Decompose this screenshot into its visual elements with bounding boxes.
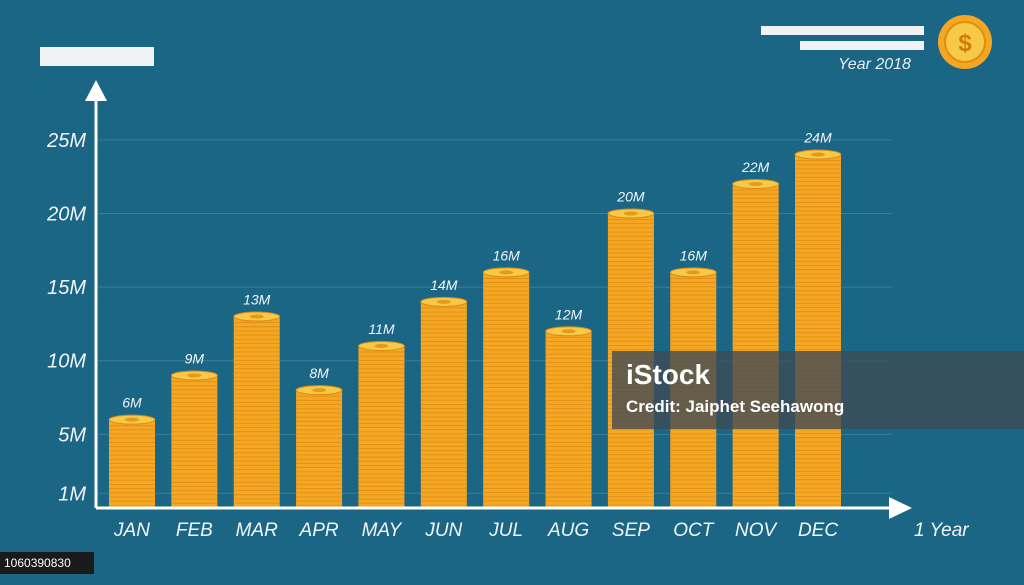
chart-subtitle: Year 2018 [838,56,911,73]
axes [85,80,912,519]
header-placeholder-line-2 [800,41,924,50]
chart-title-placeholder [40,47,154,66]
header-placeholder-line-1 [761,26,924,35]
data-label: 22M [741,159,770,175]
y-tick-label: 20M [46,203,86,225]
bar [295,385,343,508]
y-tick-label: 25M [46,130,86,152]
data-label: 6M [122,395,142,411]
data-label: 9M [185,350,205,366]
bars [108,149,842,509]
x-tick-label: JUL [488,520,523,541]
y-axis-arrow-icon [85,80,107,101]
x-tick-label: JAN [113,520,150,541]
data-label: 12M [555,306,583,322]
dollar-coin-icon: $ [938,15,992,69]
y-tick-label: 15M [47,277,86,299]
x-tick-label: MAR [236,520,279,541]
data-label: 24M [803,130,832,146]
bar [794,149,842,508]
data-label: 20M [616,188,645,204]
watermark-credit: Credit: Jaiphet Seehawong [626,397,845,416]
bar [545,326,593,508]
x-tick-label: OCT [673,520,715,541]
bar [357,341,405,508]
data-labels: 6M 9M 13M 8M 11M 14M 16M 12M 20M 16M 22M 24M [122,130,832,411]
data-label: 14M [430,277,458,293]
x-tick-label: MAY [362,520,403,541]
y-tick-label: 10M [47,351,86,373]
x-tick-label: SEP [612,520,650,541]
x-tick-label: FEB [176,520,213,541]
image-id-label: 1060390830 [0,552,94,574]
x-tick-label: APR [299,520,339,541]
x-axis-arrow-icon [889,497,912,519]
data-label: 13M [243,292,271,308]
x-tick-label: JUN [424,520,462,541]
y-tick-label: 5M [58,424,86,446]
x-tick-labels: JAN FEB MAR APR MAY JUN JUL AUG SEP OCT NOV DEC [113,520,838,541]
data-label: 16M [680,247,708,263]
x-tick-label: AUG [547,520,589,541]
bar [233,311,281,508]
watermark-logo: iStock [626,359,711,390]
bar [732,179,780,508]
x-tick-label: NOV [735,520,779,541]
bar [482,267,530,508]
svg-text:$: $ [958,30,972,57]
data-label: 11M [368,321,395,337]
bar [108,414,156,508]
x-axis-label: 1 Year [914,520,969,541]
bar [170,370,218,508]
watermark-banner: iStock Credit: Jaiphet Seehawong [612,351,1024,429]
x-tick-label: DEC [798,520,838,541]
y-tick-label: 1M [58,483,86,505]
y-tick-labels: 1M 5M 10M 15M 20M 25M [46,130,86,505]
data-label: 8M [309,365,329,381]
bar [420,296,468,508]
data-label: 16M [493,247,521,263]
